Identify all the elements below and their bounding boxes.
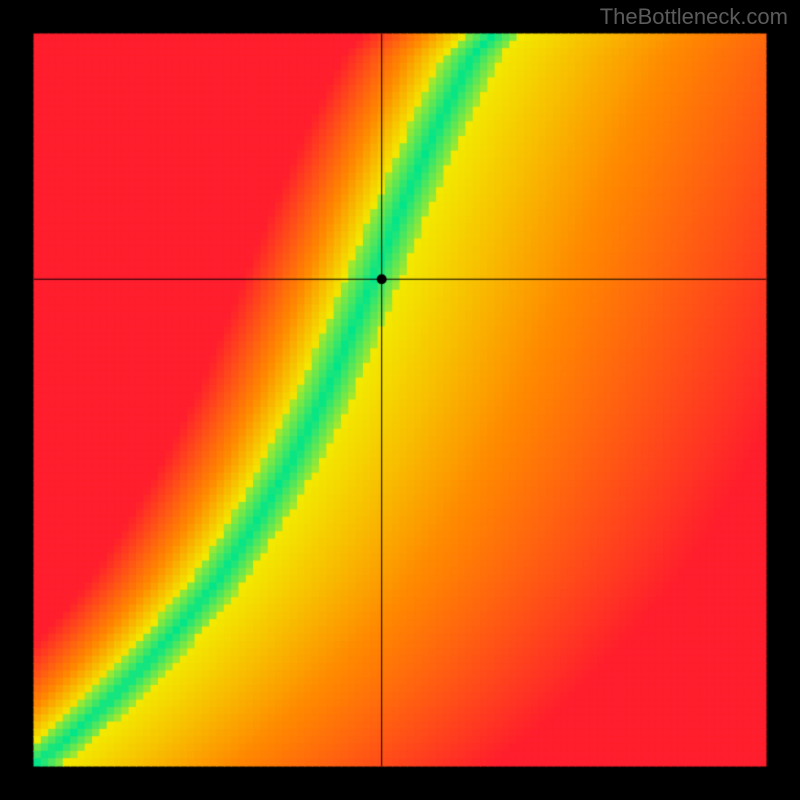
heatmap-chart [0, 0, 800, 800]
heatmap-canvas [0, 0, 800, 800]
watermark-text: TheBottleneck.com [600, 4, 788, 30]
